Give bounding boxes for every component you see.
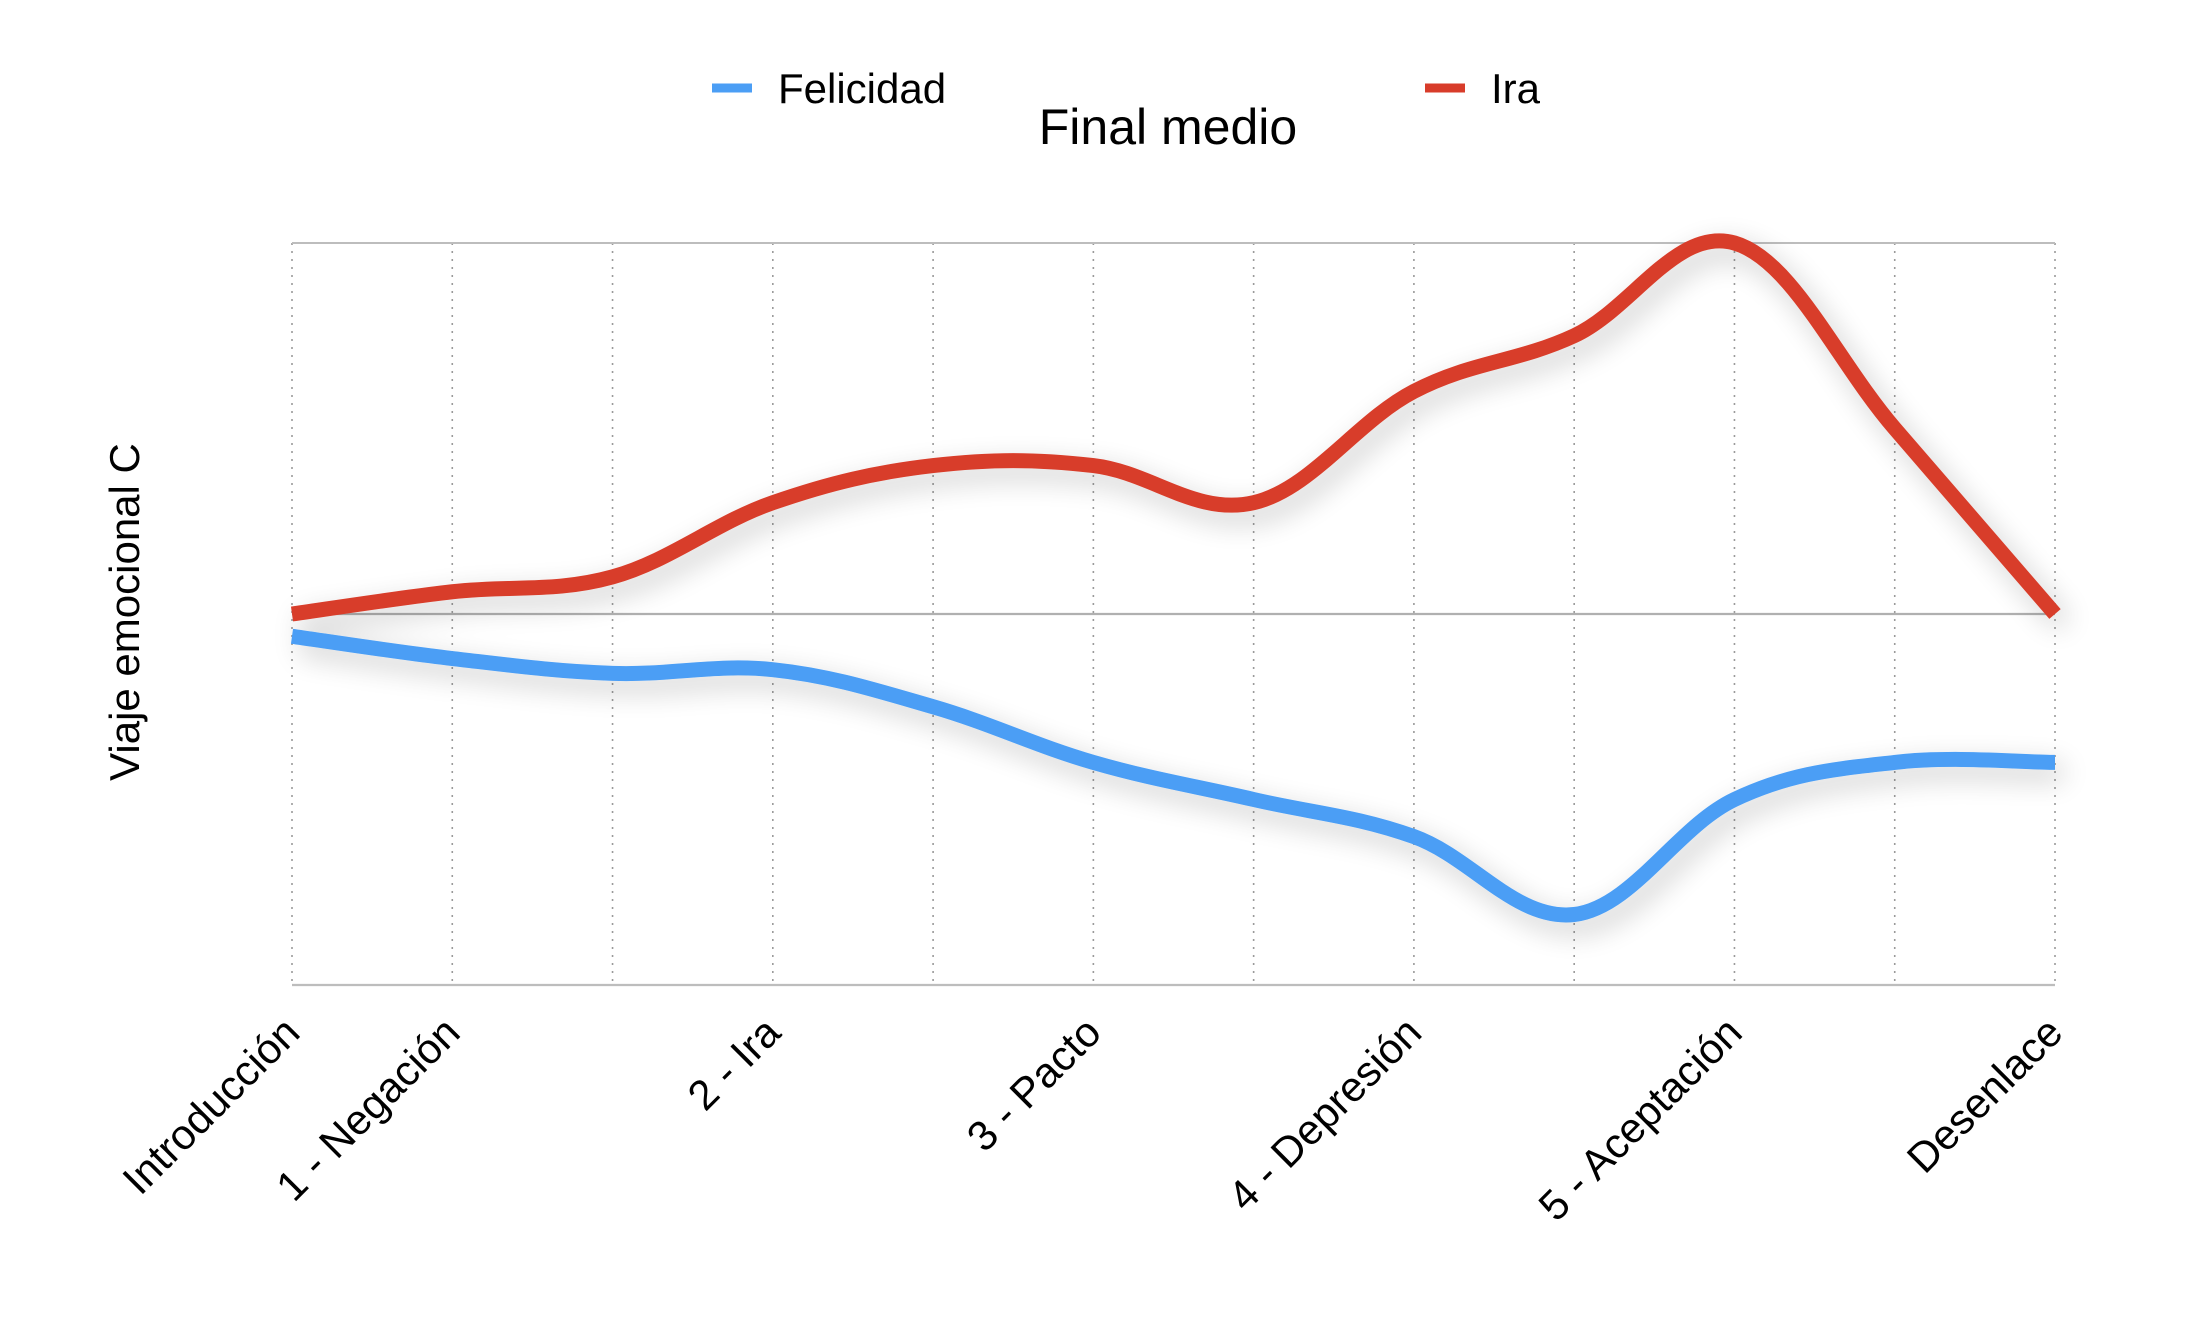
series-lines	[290, 233, 2061, 923]
series-line-ira	[290, 233, 2061, 622]
x-tick-label: 4 - Depresión	[1219, 1008, 1431, 1220]
chart-title: Final medio	[1039, 99, 1297, 155]
series-line-felicidad	[290, 628, 2056, 923]
series-ira	[290, 233, 2061, 622]
legend-item-ira: Ira	[1425, 65, 1541, 112]
legend-item-felicidad: Felicidad	[712, 65, 946, 112]
x-tick-label: 2 - Ira	[678, 1008, 789, 1119]
series-felicidad	[290, 628, 2056, 923]
axes	[292, 612, 2055, 987]
y-axis-label: Viaje emocional C	[101, 443, 148, 781]
x-tick-label: 5 - Aceptación	[1529, 1008, 1750, 1229]
grid	[291, 242, 2056, 985]
legend-label-felicidad: Felicidad	[778, 65, 946, 112]
x-tick-label: 3 - Pacto	[958, 1008, 1110, 1160]
legend-label-ira: Ira	[1491, 65, 1541, 112]
legend: Felicidad Ira	[712, 65, 1541, 112]
x-tick-label: Desenlace	[1898, 1008, 2072, 1182]
